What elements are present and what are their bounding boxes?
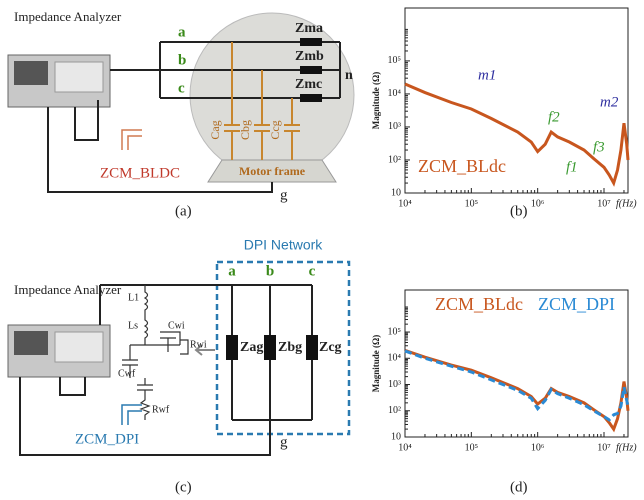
x-tick-label: 10⁴ bbox=[398, 442, 412, 453]
impedance: Zag bbox=[240, 340, 263, 355]
y-tick-label: 10² bbox=[388, 154, 401, 165]
x-tick-label: 10⁶ bbox=[531, 442, 545, 453]
phase: a bbox=[228, 263, 236, 279]
arrow bbox=[122, 130, 142, 150]
y-tick-label: 10⁵ bbox=[388, 326, 402, 337]
caption: (a) bbox=[175, 203, 192, 219]
phase: c bbox=[309, 263, 316, 279]
impedance-box bbox=[306, 335, 318, 360]
caption: (d) bbox=[510, 479, 528, 495]
panel bbox=[55, 332, 103, 362]
y-tick-label: 10³ bbox=[388, 379, 401, 390]
measure: ZCM_DPI bbox=[75, 431, 139, 447]
x-tick-label: 10⁶ bbox=[531, 198, 545, 209]
component: Rwf bbox=[152, 404, 170, 415]
x-tick-label: 10⁷ bbox=[597, 198, 611, 209]
legend-label: ZCM_DPI bbox=[538, 294, 615, 314]
cap-label: Cag bbox=[208, 120, 222, 139]
ground: g bbox=[280, 187, 288, 203]
phase: b bbox=[266, 263, 274, 279]
x-tick-label: 10⁵ bbox=[465, 198, 479, 209]
x-tick-label: 10⁴ bbox=[398, 198, 412, 209]
phase: b bbox=[178, 52, 186, 68]
motor bbox=[190, 13, 354, 177]
annotation: m1 bbox=[478, 67, 496, 83]
frame-label: Motor frame bbox=[239, 164, 306, 178]
neutral: n bbox=[345, 68, 353, 83]
y-tick-label: 10 bbox=[391, 431, 401, 442]
resistor bbox=[300, 94, 322, 102]
panel bbox=[55, 62, 103, 92]
screen bbox=[14, 61, 48, 85]
component: Cwf bbox=[118, 368, 136, 379]
impedance: Zbg bbox=[278, 340, 302, 355]
measure: ZCM_BLDC bbox=[100, 165, 180, 181]
caption: (c) bbox=[175, 479, 192, 495]
x-axis-label: f(Hz) bbox=[616, 442, 637, 453]
ground: g bbox=[280, 434, 288, 450]
component: Ls bbox=[128, 320, 138, 331]
network-label: DPI Network bbox=[244, 237, 324, 253]
y-axis-label: Magnitude (Ω) bbox=[371, 335, 381, 392]
y-tick-label: 10² bbox=[388, 405, 401, 416]
arrow bbox=[122, 405, 142, 425]
y-tick-label: 10⁴ bbox=[388, 88, 402, 99]
figure: Impedance Analyzer a b c Zma Zmb Zmc n C… bbox=[0, 0, 644, 500]
x-axis-label: f(Hz) bbox=[616, 198, 637, 209]
screen bbox=[14, 331, 48, 355]
resistor bbox=[300, 38, 322, 46]
phase: c bbox=[178, 80, 185, 96]
impedance: Zcg bbox=[319, 340, 342, 355]
impedance: Zma bbox=[295, 21, 323, 36]
annotation: f1 bbox=[566, 159, 578, 175]
impedance: Zmb bbox=[295, 49, 324, 64]
x-tick-label: 10⁷ bbox=[597, 442, 611, 453]
label: Impedance Analyzer bbox=[14, 282, 122, 297]
impedance-box bbox=[264, 335, 276, 360]
y-tick-label: 10³ bbox=[388, 121, 401, 132]
annotation: m2 bbox=[600, 94, 619, 110]
legend-label: ZCM_BLdc bbox=[435, 294, 523, 314]
x-tick-label: 10⁵ bbox=[465, 442, 479, 453]
panel-a: Impedance Analyzer a b c Zma Zmb Zmc n C… bbox=[8, 9, 354, 219]
component: L1 bbox=[128, 292, 139, 303]
component: Rwi bbox=[190, 339, 207, 350]
y-tick-label: 10⁴ bbox=[388, 353, 402, 364]
label: Impedance Analyzer bbox=[14, 9, 122, 24]
cap-label: Cbg bbox=[238, 120, 252, 140]
annotation: f3 bbox=[593, 139, 605, 155]
phase: a bbox=[178, 24, 186, 40]
panel-c: Impedance Analyzer DPI Network a b c Zag… bbox=[8, 237, 349, 496]
y-tick-label: 10⁵ bbox=[388, 55, 402, 66]
impedance-box bbox=[226, 335, 238, 360]
resistor bbox=[300, 66, 322, 74]
dpi-circuit bbox=[122, 285, 188, 420]
caption: (b) bbox=[510, 203, 528, 219]
y-tick-label: 10 bbox=[391, 187, 401, 198]
component: Cwi bbox=[168, 320, 185, 331]
legend-label: ZCM_BLdc bbox=[418, 156, 506, 176]
cap-label: Ccg bbox=[268, 120, 282, 139]
y-axis-label: Magnitude (Ω) bbox=[371, 72, 381, 129]
annotation: f2 bbox=[548, 109, 560, 125]
impedance: Zmc bbox=[295, 77, 322, 92]
